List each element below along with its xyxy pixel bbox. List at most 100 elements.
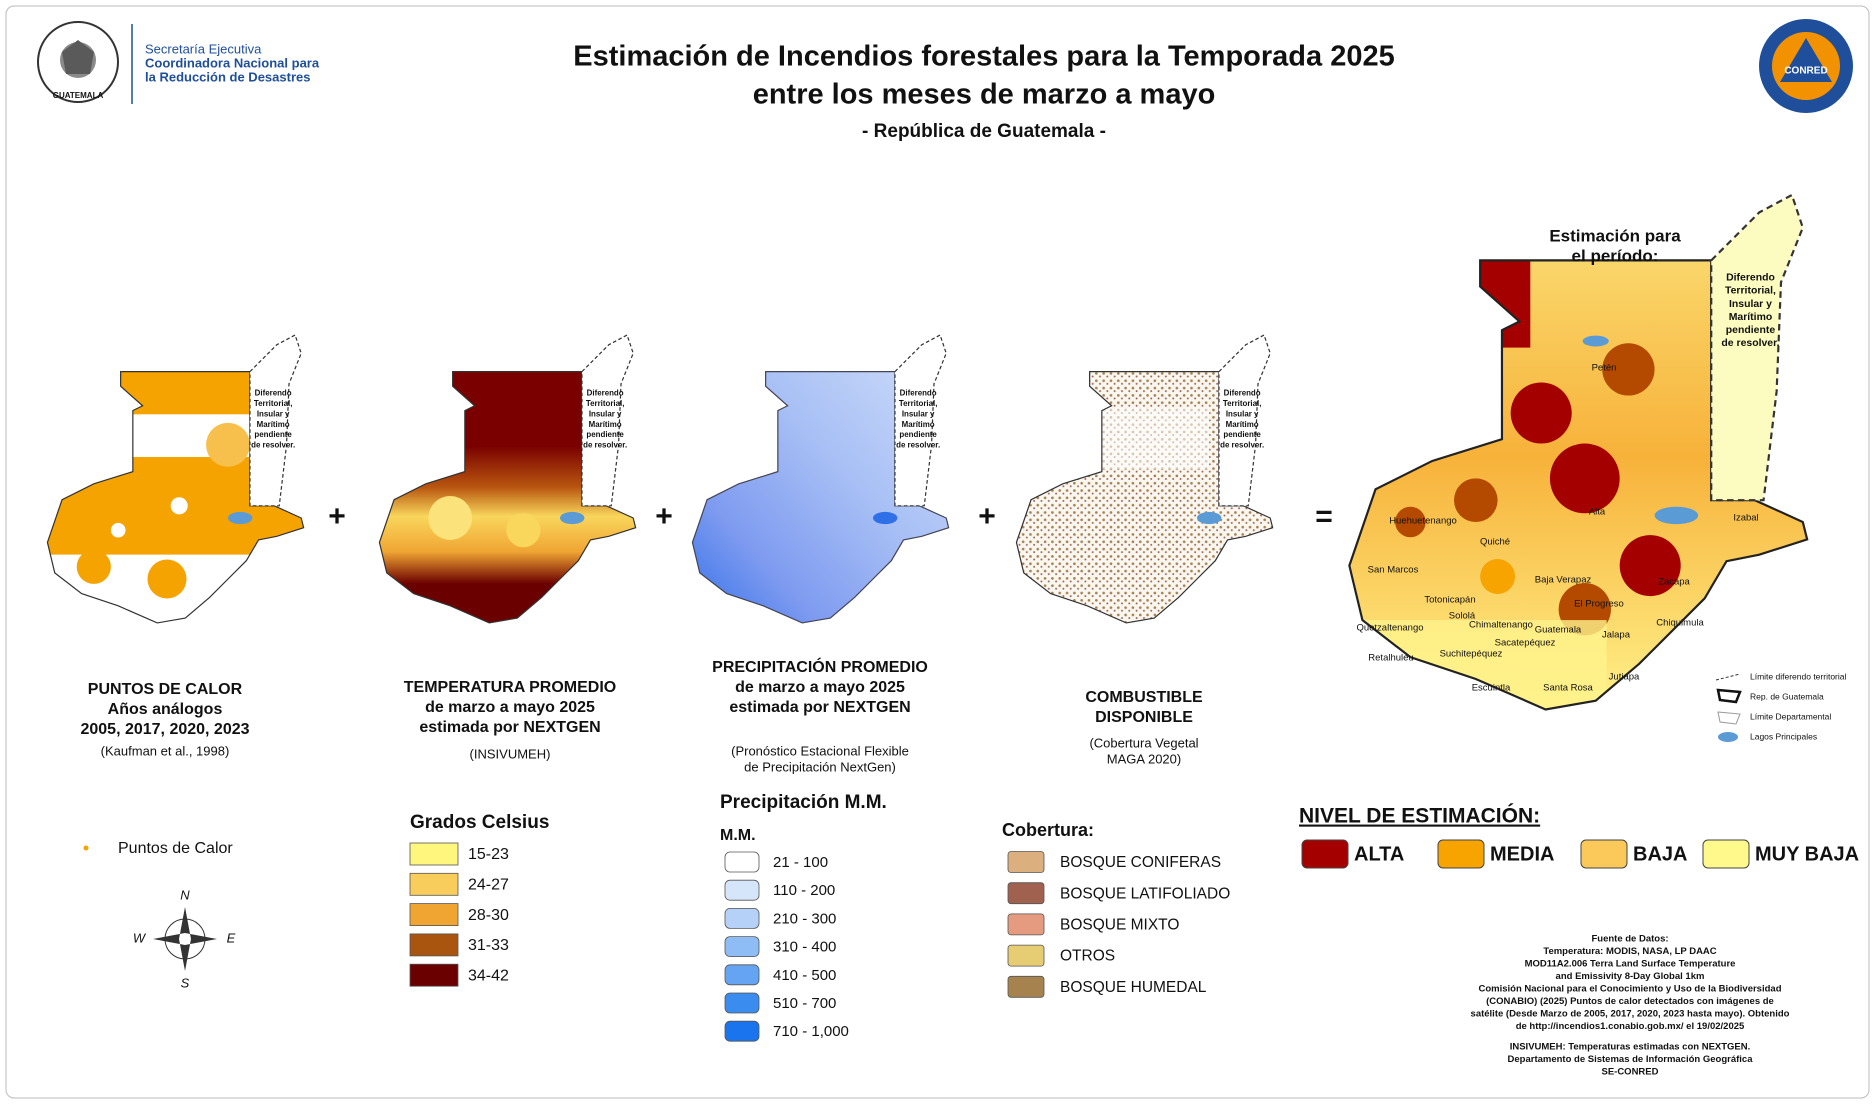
panel-caption: Años análogos bbox=[108, 701, 223, 718]
precipitation-swatch bbox=[725, 908, 759, 928]
place-label: Guatemala bbox=[1535, 625, 1582, 636]
panel-source: MAGA 2020) bbox=[1107, 751, 1181, 766]
map-note-text: Territorial, bbox=[899, 399, 938, 408]
cover-swatch bbox=[1008, 976, 1044, 997]
result-heading: Estimación para bbox=[1549, 226, 1681, 245]
place-label: Jalapa bbox=[1602, 630, 1631, 641]
place-label: Quetzaltenango bbox=[1356, 623, 1423, 634]
cover-label: OTROS bbox=[1060, 948, 1115, 965]
level-label: BAJA bbox=[1633, 843, 1687, 865]
map-note-text: Diferendo bbox=[1726, 273, 1775, 284]
legend-title: NIVEL DE ESTIMACIÓN: bbox=[1299, 804, 1540, 828]
map-note-text: Diferendo bbox=[587, 389, 624, 398]
map-note-text: Territorial, bbox=[1223, 399, 1262, 408]
level-label: ALTA bbox=[1354, 843, 1404, 865]
place-label: Quiché bbox=[1480, 537, 1510, 548]
hotspot-swatch bbox=[84, 846, 89, 851]
panel-caption: PRECIPITACIÓN PROMEDIO bbox=[712, 657, 928, 676]
map-note-text: de resolver. bbox=[583, 441, 627, 450]
org-name: Coordinadora Nacional para bbox=[145, 55, 320, 70]
panel-caption: COMBUSTIBLE bbox=[1085, 689, 1203, 706]
operator: = bbox=[1315, 500, 1333, 533]
panel-caption: PUNTOS DE CALOR bbox=[88, 681, 243, 698]
map-note-text: de resolver. bbox=[1721, 338, 1779, 349]
operator: + bbox=[328, 500, 346, 533]
precipitation-label: 110 - 200 bbox=[773, 882, 835, 899]
map-note-text: Marítimo bbox=[1729, 312, 1773, 323]
operator: + bbox=[655, 500, 673, 533]
source-line: (CONABIO) (2025) Puntos de calor detecta… bbox=[1486, 996, 1774, 1007]
map-note-text: Insular y bbox=[902, 409, 935, 418]
source-line: Temperatura: MODIS, NASA, LP DAAC bbox=[1543, 946, 1716, 957]
place-label: Zacapa bbox=[1658, 577, 1690, 588]
map-legend-label: Lagos Principales bbox=[1750, 731, 1817, 741]
temperature-label: 15-23 bbox=[468, 846, 509, 863]
place-label: San Marcos bbox=[1368, 565, 1419, 576]
source-line: and Emissivity 8-Day Global 1km bbox=[1556, 971, 1705, 982]
map-legend-label: Rep. de Guatemala bbox=[1750, 691, 1824, 701]
map-note-text: Diferendo bbox=[900, 389, 937, 398]
source-line: Comisión Nacional para el Conocimiento y… bbox=[1478, 984, 1781, 995]
temperature-swatch bbox=[410, 873, 458, 895]
place-label: El Progreso bbox=[1574, 599, 1624, 610]
source-line: Fuente de Datos: bbox=[1591, 934, 1668, 945]
panel-caption: estimada por NEXTGEN bbox=[729, 699, 910, 716]
subtitle: - República de Guatemala - bbox=[862, 121, 1106, 142]
map-legend-label: Límite diferendo territorial bbox=[1750, 671, 1846, 681]
org-name: Secretaría Ejecutiva bbox=[145, 41, 262, 56]
cover-swatch bbox=[1008, 852, 1044, 873]
seal-text: GUATEMALA bbox=[53, 91, 104, 100]
level-swatch bbox=[1581, 840, 1627, 868]
cover-label: BOSQUE CONIFERAS bbox=[1060, 854, 1221, 871]
result-heading: el período: bbox=[1572, 246, 1659, 265]
source-line: de http://incendios1.conabio.gob.mx/ el … bbox=[1516, 1021, 1745, 1032]
source-line: Departamento de Sistemas de Información … bbox=[1508, 1054, 1754, 1065]
legend-title: Precipitación M.M. bbox=[720, 792, 887, 813]
precipitation-label: 310 - 400 bbox=[773, 939, 836, 956]
level-label: MEDIA bbox=[1490, 843, 1554, 865]
temperature-label: 28-30 bbox=[468, 907, 509, 924]
place-label: Chiquimula bbox=[1656, 618, 1704, 629]
compass-letter: E bbox=[227, 930, 236, 945]
source-line: INSIVUMEH: Temperaturas estimadas con NE… bbox=[1510, 1042, 1751, 1053]
panel-caption: estimada por NEXTGEN bbox=[419, 719, 600, 736]
precipitation-swatch bbox=[725, 965, 759, 985]
cover-label: BOSQUE MIXTO bbox=[1060, 916, 1179, 933]
panel-caption: de marzo a mayo 2025 bbox=[425, 699, 595, 716]
map-note-text: Territorial, bbox=[254, 399, 293, 408]
panel-caption: de marzo a mayo 2025 bbox=[735, 679, 905, 696]
panel-source: (Kaufman et al., 1998) bbox=[101, 743, 230, 758]
map-note-text: Insular y bbox=[1226, 409, 1259, 418]
temperature-swatch bbox=[410, 904, 458, 926]
map-note-text: pendiente bbox=[586, 430, 624, 439]
temperature-label: 31-33 bbox=[468, 937, 509, 954]
panel-caption: TEMPERATURA PROMEDIO bbox=[404, 679, 616, 696]
compass-letter: N bbox=[180, 887, 190, 902]
place-label: Alta bbox=[1589, 507, 1606, 518]
map-note-text: Insular y bbox=[1729, 299, 1772, 310]
map-legend-label: Límite Departamental bbox=[1750, 711, 1831, 721]
precipitation-label: 410 - 500 bbox=[773, 967, 836, 984]
temperature-label: 34-42 bbox=[468, 967, 509, 984]
precipitation-label: 510 - 700 bbox=[773, 995, 836, 1012]
legend-title: Grados Celsius bbox=[410, 812, 549, 833]
precipitation-swatch bbox=[725, 852, 759, 872]
source-line: SE-CONRED bbox=[1601, 1067, 1658, 1078]
title: Estimación de Incendios forestales para … bbox=[573, 41, 1394, 73]
panel-source: (Pronóstico Estacional Flexible bbox=[731, 743, 909, 758]
seal-logo bbox=[38, 22, 118, 102]
map-note-text: Insular y bbox=[257, 409, 290, 418]
logo-text: CONRED bbox=[1784, 66, 1827, 77]
cover-swatch bbox=[1008, 945, 1044, 966]
precipitation-label: 710 - 1,000 bbox=[773, 1023, 849, 1040]
panel-caption: 2005, 2017, 2020, 2023 bbox=[80, 721, 249, 738]
place-label: Sacatepéquez bbox=[1495, 638, 1556, 649]
precipitation-label: 210 - 300 bbox=[773, 910, 836, 927]
precipitation-swatch bbox=[725, 1021, 759, 1041]
place-label: Petén bbox=[1592, 363, 1617, 374]
level-label: MUY BAJA bbox=[1755, 843, 1859, 865]
legend-title: Cobertura: bbox=[1002, 820, 1094, 840]
place-label: Huehuetenango bbox=[1389, 516, 1457, 527]
map-note-text: Diferendo bbox=[255, 389, 292, 398]
place-label: Suchitepéquez bbox=[1440, 649, 1503, 660]
